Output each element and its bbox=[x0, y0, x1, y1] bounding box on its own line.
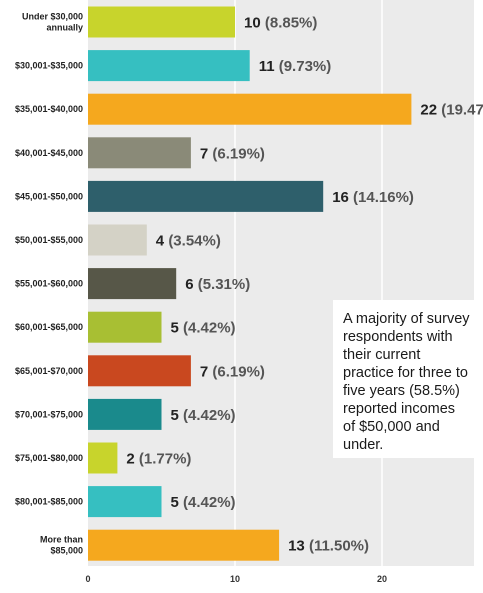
category-line-1-0: $30,001-$35,000 bbox=[15, 61, 83, 71]
value-count-5: 4 bbox=[156, 233, 169, 250]
bar-0 bbox=[88, 6, 235, 38]
category-line-7-0: $60,001-$65,000 bbox=[15, 322, 83, 332]
value-pct-12: (11.50%) bbox=[309, 538, 369, 555]
value-count-1: 11 bbox=[259, 58, 279, 75]
value-label-10: 2 (1.77%) bbox=[126, 451, 191, 468]
callout-text: A majority of survey respondents with th… bbox=[343, 311, 470, 453]
category-line-4-0: $45,001-$50,000 bbox=[15, 191, 83, 201]
value-label-1: 11 (9.73%) bbox=[259, 58, 332, 75]
bar-7 bbox=[88, 311, 162, 343]
bar-8 bbox=[88, 355, 191, 387]
value-count-8: 7 bbox=[200, 363, 213, 380]
value-pct-5: (3.54%) bbox=[168, 233, 221, 250]
value-count-4: 16 bbox=[332, 189, 353, 206]
x-tick-label-20: 20 bbox=[377, 574, 387, 584]
value-count-9: 5 bbox=[171, 407, 184, 424]
category-label-5: $50,001-$55,000 bbox=[15, 235, 83, 245]
value-label-6: 6 (5.31%) bbox=[185, 276, 250, 293]
value-label-2: 22 (19.47%) bbox=[420, 102, 483, 119]
bar-12 bbox=[88, 529, 280, 561]
value-pct-6: (5.31%) bbox=[198, 276, 251, 293]
value-pct-4: (14.16%) bbox=[353, 189, 414, 206]
value-label-9: 5 (4.42%) bbox=[171, 407, 236, 424]
category-line-3-0: $40,001-$45,000 bbox=[15, 148, 83, 158]
value-label-0: 10 (8.85%) bbox=[244, 15, 317, 32]
value-label-12: 13 (11.50%) bbox=[288, 538, 369, 555]
category-line-6-0: $55,001-$60,000 bbox=[15, 279, 83, 289]
value-count-3: 7 bbox=[200, 145, 213, 162]
value-count-7: 5 bbox=[171, 320, 184, 337]
value-label-8: 7 (6.19%) bbox=[200, 363, 265, 380]
value-label-7: 5 (4.42%) bbox=[171, 320, 236, 337]
value-pct-0: (8.85%) bbox=[265, 15, 318, 32]
category-label-10: $75,001-$80,000 bbox=[15, 453, 83, 463]
value-pct-8: (6.19%) bbox=[212, 363, 265, 380]
value-label-11: 5 (4.42%) bbox=[171, 494, 236, 511]
category-label-7: $60,001-$65,000 bbox=[15, 322, 83, 332]
bar-3 bbox=[88, 137, 191, 169]
value-count-0: 10 bbox=[244, 15, 265, 32]
bar-2 bbox=[88, 93, 412, 125]
value-pct-2: (19.47%) bbox=[441, 102, 483, 119]
category-line-10-0: $75,001-$80,000 bbox=[15, 453, 83, 463]
category-label-9: $70,001-$75,000 bbox=[15, 409, 83, 419]
value-pct-7: (4.42%) bbox=[183, 320, 236, 337]
category-line-12-0: More than bbox=[40, 535, 83, 545]
callout-box: A majority of survey respondents with th… bbox=[333, 300, 479, 458]
category-label-8: $65,001-$70,000 bbox=[15, 366, 83, 376]
value-count-6: 6 bbox=[185, 276, 198, 293]
category-label-6: $55,001-$60,000 bbox=[15, 279, 83, 289]
bar-5 bbox=[88, 224, 147, 256]
bar-10 bbox=[88, 442, 118, 474]
value-count-12: 13 bbox=[288, 538, 309, 555]
bar-11 bbox=[88, 486, 162, 518]
x-tick-label-10: 10 bbox=[230, 574, 240, 584]
category-line-9-0: $70,001-$75,000 bbox=[15, 409, 83, 419]
category-line-12-1: $85,000 bbox=[50, 546, 83, 556]
bar-4 bbox=[88, 180, 324, 212]
value-label-4: 16 (14.16%) bbox=[332, 189, 414, 206]
category-line-8-0: $65,001-$70,000 bbox=[15, 366, 83, 376]
value-pct-1: (9.73%) bbox=[279, 58, 332, 75]
category-label-2: $35,001-$40,000 bbox=[15, 104, 83, 114]
category-label-4: $45,001-$50,000 bbox=[15, 191, 83, 201]
bar-6 bbox=[88, 268, 177, 300]
category-line-0-0: Under $30,000 bbox=[22, 12, 83, 22]
category-line-11-0: $80,001-$85,000 bbox=[15, 497, 83, 507]
category-line-0-1: annually bbox=[46, 23, 83, 33]
x-tick-label-0: 0 bbox=[85, 574, 90, 584]
value-pct-9: (4.42%) bbox=[183, 407, 236, 424]
category-label-0: Under $30,000 annually bbox=[22, 12, 83, 33]
value-label-3: 7 (6.19%) bbox=[200, 145, 265, 162]
category-label-12: More than $85,000 bbox=[40, 535, 83, 556]
value-label-5: 4 (3.54%) bbox=[156, 233, 221, 250]
value-pct-11: (4.42%) bbox=[183, 494, 236, 511]
bar-1 bbox=[88, 50, 250, 82]
bar-9 bbox=[88, 398, 162, 430]
category-label-11: $80,001-$85,000 bbox=[15, 497, 83, 507]
category-label-1: $30,001-$35,000 bbox=[15, 61, 83, 71]
value-pct-3: (6.19%) bbox=[212, 145, 265, 162]
category-line-2-0: $35,001-$40,000 bbox=[15, 104, 83, 114]
value-count-2: 22 bbox=[420, 102, 441, 119]
value-count-10: 2 bbox=[126, 451, 139, 468]
value-count-11: 5 bbox=[171, 494, 184, 511]
category-line-5-0: $50,001-$55,000 bbox=[15, 235, 83, 245]
category-label-3: $40,001-$45,000 bbox=[15, 148, 83, 158]
value-pct-10: (1.77%) bbox=[139, 451, 192, 468]
